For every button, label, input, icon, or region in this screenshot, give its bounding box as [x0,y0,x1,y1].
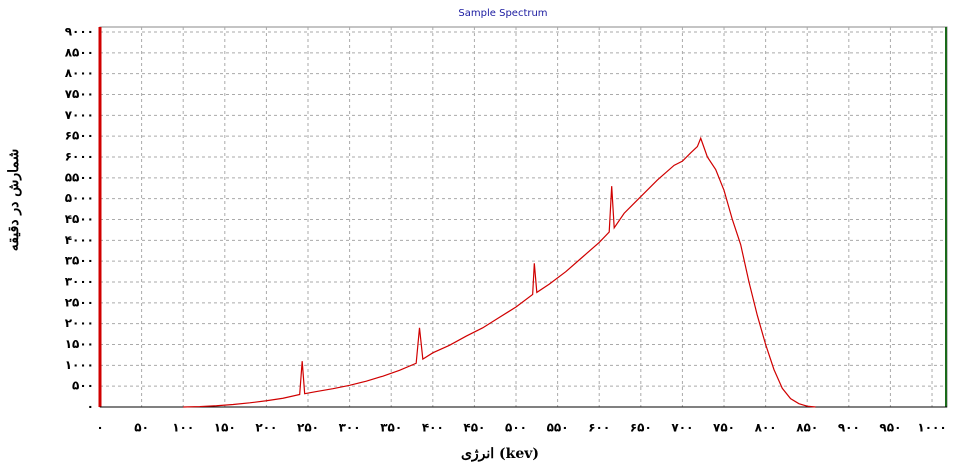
x-tick-label: ۷۰۰ [671,421,693,435]
y-tick-label: ۸۵۰۰ [65,45,94,59]
y-axis-label: شمارش در دقیقه [6,149,22,251]
y-tick-label: ۸۰۰۰ [65,66,94,80]
x-axis-label: انرژی (kev) [461,446,539,462]
x-tick-label: ۳۰۰ [339,421,361,435]
x-tick-label: ۰ [96,421,103,435]
y-tick-label: ۵۵۰۰ [65,170,94,184]
x-tick-label: ۵۵۰ [547,421,569,435]
y-tick-label: ۱۵۰۰ [65,337,94,351]
y-tick-label: ۲۰۰۰ [65,316,94,330]
x-tick-label: ۹۰۰ [838,421,860,435]
x-tick-label: ۶۰۰ [588,421,610,435]
y-tick-label: ۵۰۰ [72,379,94,393]
x-tick-label: ۴۵۰ [463,421,485,435]
y-tick-label: ۴۰۰۰ [65,233,94,247]
y-tick-label: ۳۵۰۰ [65,254,94,268]
x-tick-label: ۲۵۰ [297,421,319,435]
x-tick-label: ۱۰۰ [172,421,194,435]
y-tick-label: ۰ [87,400,94,414]
x-tick-label: ۹۵۰ [879,421,901,435]
x-tick-label: ۸۰۰ [755,421,777,435]
x-tick-label: ۵۰ [134,421,149,435]
y-tick-label: ۷۰۰۰ [65,108,94,122]
y-tick-label: ۷۵۰۰ [65,87,94,101]
x-tick-label: ۱۵۰ [214,421,236,435]
x-tick-label: ۵۰۰ [505,421,527,435]
x-tick-label: ۱۰۰۰ [917,421,946,435]
x-tick-label: ۴۰۰ [422,421,444,435]
y-tick-label: ۵۰۰۰ [65,191,94,205]
y-tick-label: ۴۵۰۰ [65,212,94,226]
spectrum-line [183,136,816,408]
x-tick-label: ۸۵۰ [796,421,818,435]
y-tick-label: ۲۵۰۰ [65,295,94,309]
x-tick-label: ۳۵۰ [380,421,402,435]
y-tick-label: ۳۰۰۰ [65,275,94,289]
x-tick-label: ۲۰۰ [255,421,277,435]
chart-title: Sample Spectrum [458,8,547,19]
plot-area [99,26,948,408]
y-tick-label: ۶۵۰۰ [65,129,94,143]
y-tick-label: ۹۰۰۰ [65,25,94,39]
y-tick-label: ۱۰۰۰ [65,358,94,372]
x-tick-label: ۷۵۰ [713,421,735,435]
y-tick-label: ۶۰۰۰ [65,150,94,164]
x-tick-label: ۶۵۰ [630,421,652,435]
